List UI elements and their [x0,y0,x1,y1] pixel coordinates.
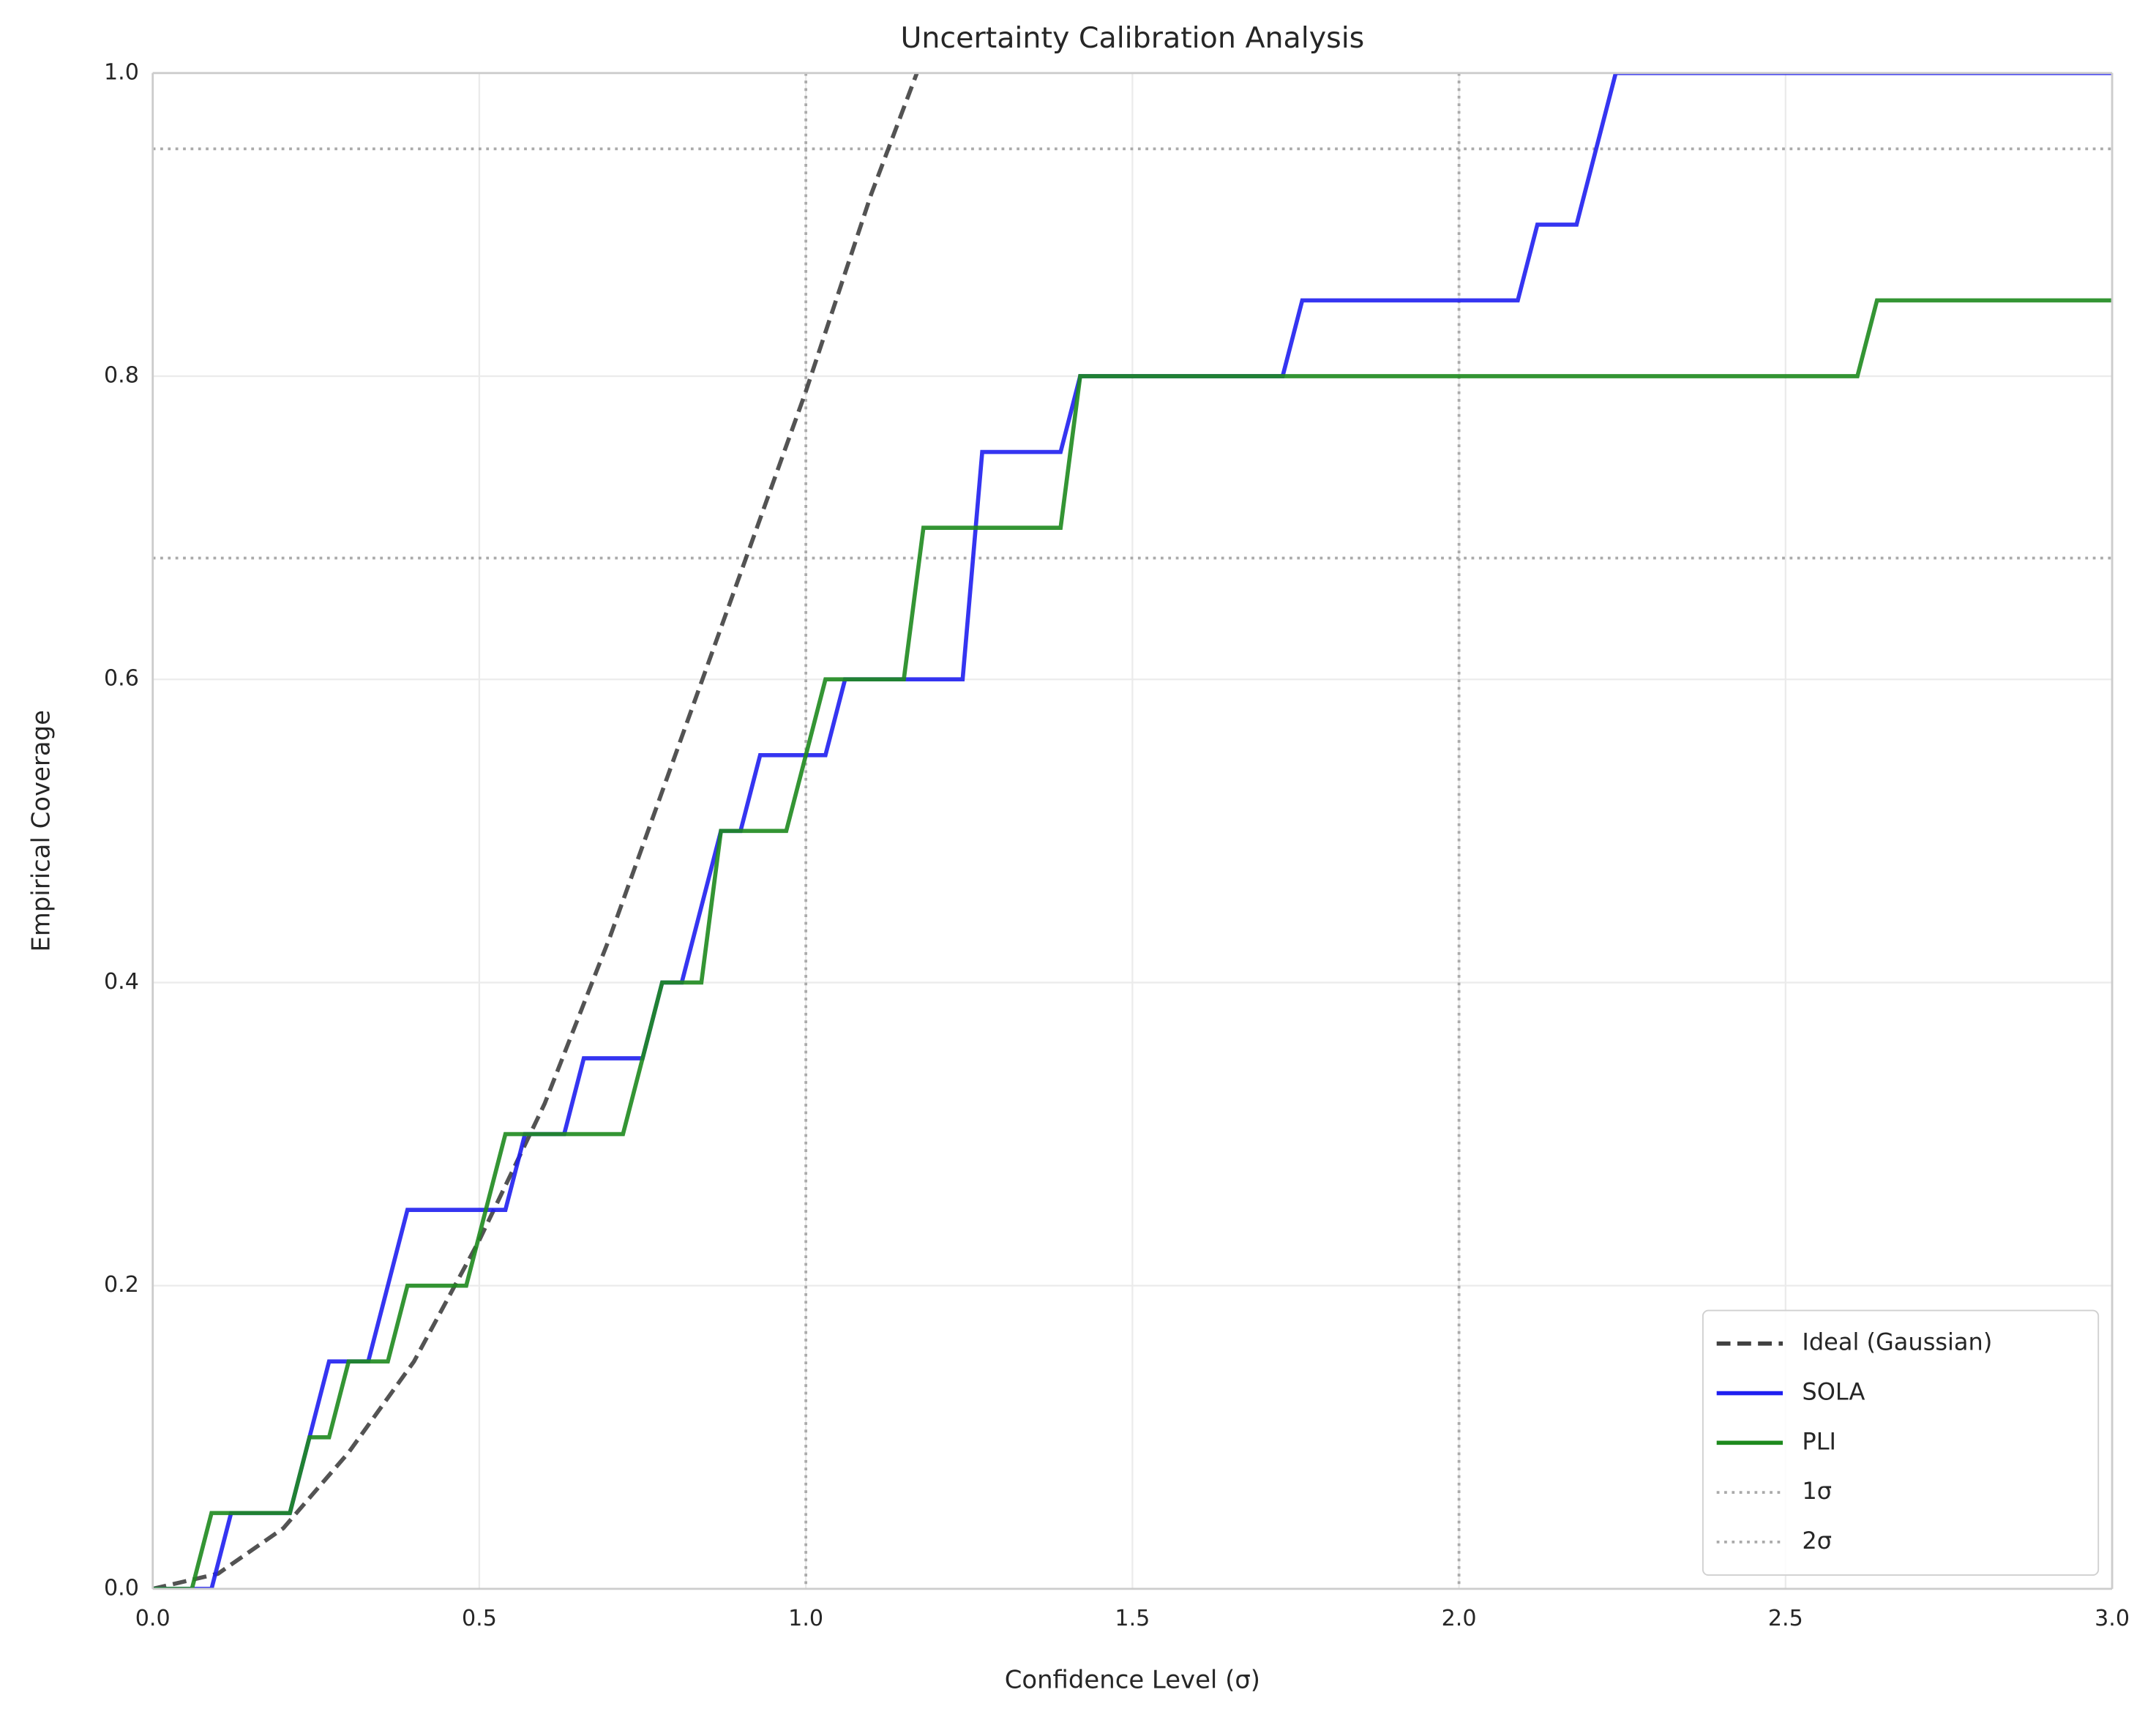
y-tick-label: 0.8 [104,363,139,389]
y-tick-label: 0.6 [104,666,139,692]
x-tick-label: 3.0 [2095,1606,2130,1631]
chart-title: Uncertainty Calibration Analysis [900,21,1364,55]
legend-box [1702,1309,2100,1576]
legend-label: 1σ [1802,1477,1832,1505]
series-line [152,298,2113,1589]
legend-label: 2σ [1802,1527,1832,1555]
legend-label: SOLA [1802,1378,1865,1406]
legend-label: Ideal (Gaussian) [1802,1328,1992,1356]
y-tick-label: 0.4 [104,969,139,995]
legend-label: PLI [1802,1427,1836,1455]
x-tick-label: 2.5 [1768,1606,1803,1631]
y-tick-label: 1.0 [104,59,139,85]
y-tick-label: 0.0 [104,1575,139,1601]
x-tick-label: 1.5 [1115,1606,1150,1631]
y-axis-label: Empirical Coverage [27,710,56,952]
series-line [152,72,919,1589]
x-tick-label: 0.0 [135,1606,171,1631]
x-tick-label: 1.0 [788,1606,823,1631]
y-tick-label: 0.2 [104,1272,139,1298]
x-axis-label: Confidence Level (σ) [1005,1666,1260,1694]
x-tick-label: 0.5 [462,1606,497,1631]
x-tick-label: 2.0 [1442,1606,1477,1631]
